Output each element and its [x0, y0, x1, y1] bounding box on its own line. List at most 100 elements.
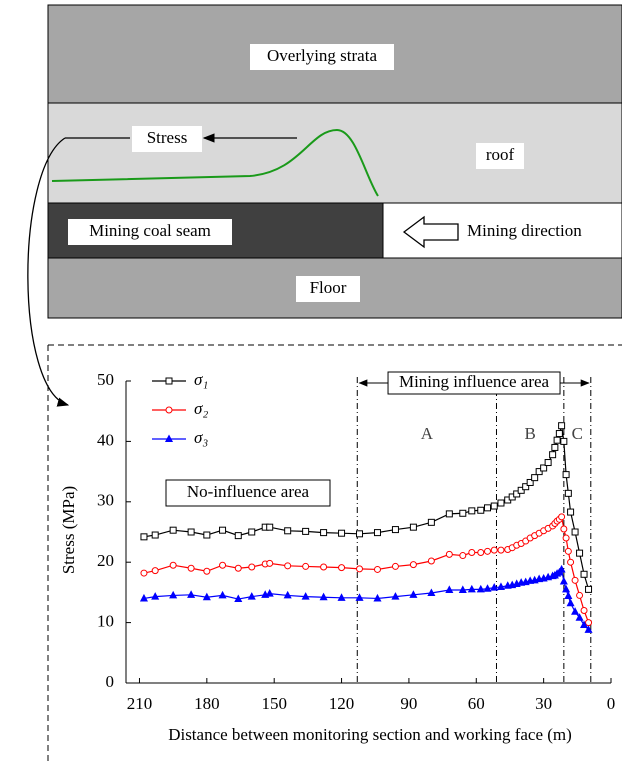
data-point [484, 547, 492, 555]
label-box [68, 219, 232, 245]
label-box [132, 126, 202, 152]
x-tick-label: 90 [400, 694, 417, 713]
data-point [535, 468, 543, 476]
data-point [564, 591, 573, 600]
data-point [477, 549, 485, 557]
influence-label: Mining influence area [399, 372, 550, 391]
x-tick-label: 120 [329, 694, 355, 713]
legend-label: σ₃ [194, 428, 208, 447]
data-point [445, 510, 453, 518]
data-point [391, 592, 400, 600]
y-tick-label: 30 [97, 491, 114, 510]
data-point [497, 499, 505, 507]
data-point [584, 625, 593, 633]
data-point [356, 530, 364, 538]
chart: Distance between monitoring section and … [59, 370, 615, 744]
data-point [459, 509, 467, 517]
data-point [567, 508, 575, 516]
data-point [496, 582, 506, 590]
data-point [459, 552, 467, 560]
data-point [302, 527, 310, 535]
data-point [483, 584, 492, 592]
data-point [355, 593, 364, 601]
x-axis-label: Distance between monitoring section and … [168, 725, 572, 744]
x-tick-label: 0 [607, 694, 616, 713]
data-point [219, 526, 227, 534]
seam-label: Mining coal seam [89, 221, 211, 240]
data-point [458, 585, 467, 593]
data-point [265, 589, 274, 597]
data-point [427, 557, 435, 565]
series-line [143, 567, 589, 631]
data-point [555, 430, 563, 438]
direction-label: Mining direction [467, 221, 582, 240]
data-point [490, 546, 498, 554]
data-point [301, 592, 310, 600]
data-point [468, 507, 476, 515]
data-point [562, 534, 570, 542]
data-point [169, 526, 177, 534]
label-box [476, 143, 524, 169]
data-point [219, 561, 227, 569]
roof-label: roof [486, 145, 515, 164]
data-point [234, 594, 243, 603]
data-point [338, 564, 346, 572]
data-point [564, 547, 572, 555]
y-tick-label: 50 [97, 370, 114, 389]
y-tick-label: 40 [97, 430, 114, 449]
data-point [373, 565, 381, 573]
data-point [576, 549, 584, 557]
data-point [234, 564, 242, 572]
data-point [187, 590, 196, 598]
data-point [427, 518, 435, 526]
data-point [169, 590, 178, 599]
legend-marker [165, 377, 173, 385]
data-point [549, 451, 557, 459]
data-point [517, 486, 525, 494]
data-point [497, 546, 505, 554]
data-point [580, 620, 589, 629]
data-point [373, 593, 382, 602]
data-point [560, 437, 568, 445]
data-point [409, 523, 417, 531]
data-point [151, 592, 160, 600]
data-point [320, 529, 328, 537]
curved-arrow [27, 137, 70, 407]
zone-label: A [421, 424, 434, 443]
x-tick-label: 30 [535, 694, 552, 713]
data-point [319, 592, 328, 601]
data-point [266, 523, 274, 531]
x-tick-label: 210 [127, 694, 153, 713]
data-point [484, 504, 492, 512]
direction-arrow [402, 215, 459, 249]
data-point [576, 591, 584, 599]
y-axis-label: Stress (MPa) [59, 486, 78, 574]
no-influence-label: No-influence area [187, 482, 310, 501]
data-point [373, 529, 381, 537]
data-point [248, 563, 256, 571]
data-point [575, 613, 584, 621]
data-point [266, 559, 274, 567]
data-point [284, 562, 292, 570]
y-tick-label: 20 [97, 551, 114, 570]
y-tick-label: 0 [106, 672, 115, 691]
data-point [558, 422, 566, 430]
stress-curve [51, 128, 379, 197]
label-box [387, 371, 561, 395]
data-point [187, 528, 195, 536]
data-point [391, 562, 399, 570]
series-line [143, 425, 590, 590]
data-point [571, 576, 579, 584]
data-point [585, 619, 593, 627]
data-point [169, 561, 177, 569]
data-point [338, 529, 346, 537]
data-point [409, 590, 418, 598]
data-point [337, 593, 346, 601]
data-point [445, 585, 454, 593]
zone-label: C [572, 424, 583, 443]
data-point [248, 528, 256, 536]
data-point [566, 598, 575, 607]
data-point [562, 471, 570, 479]
data-point [562, 584, 571, 593]
